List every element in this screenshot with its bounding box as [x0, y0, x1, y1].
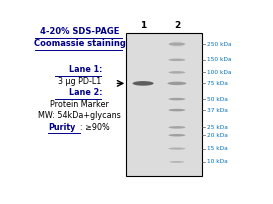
Ellipse shape [168, 98, 185, 100]
Ellipse shape [167, 82, 186, 85]
Ellipse shape [168, 134, 185, 136]
Text: 100 kDa: 100 kDa [207, 70, 231, 75]
Ellipse shape [132, 81, 154, 86]
Ellipse shape [168, 71, 185, 74]
Ellipse shape [133, 82, 153, 85]
Ellipse shape [168, 59, 185, 61]
Text: 37 kDa: 37 kDa [207, 108, 227, 113]
Text: 250 kDa: 250 kDa [207, 42, 231, 47]
Text: 3 μg PD-L1: 3 μg PD-L1 [58, 77, 101, 86]
Text: 4-20% SDS-PAGE: 4-20% SDS-PAGE [40, 27, 119, 36]
Ellipse shape [170, 161, 184, 163]
Text: Lane 2:: Lane 2: [69, 88, 103, 97]
Ellipse shape [168, 147, 185, 150]
Text: Coomassie staining: Coomassie staining [34, 39, 126, 48]
Text: 50 kDa: 50 kDa [207, 96, 227, 102]
Text: : ≥90%: : ≥90% [80, 123, 109, 132]
Text: 15 kDa: 15 kDa [207, 146, 227, 151]
Text: 150 kDa: 150 kDa [207, 57, 231, 62]
Ellipse shape [168, 43, 185, 46]
Ellipse shape [168, 126, 185, 129]
Ellipse shape [170, 41, 184, 47]
Text: Protein Marker: Protein Marker [50, 100, 109, 109]
Ellipse shape [168, 109, 185, 111]
Text: 10 kDa: 10 kDa [207, 159, 227, 164]
Bar [126, 33, 202, 176]
Text: 25 kDa: 25 kDa [207, 125, 227, 130]
Text: 1: 1 [140, 21, 146, 30]
Text: MW: 54kDa+glycans: MW: 54kDa+glycans [38, 111, 121, 120]
Text: Purity: Purity [48, 123, 75, 132]
Text: 75 kDa: 75 kDa [207, 81, 227, 86]
Text: Lane 1:: Lane 1: [69, 65, 103, 74]
Text: 20 kDa: 20 kDa [207, 133, 227, 138]
Text: 2: 2 [174, 21, 180, 30]
